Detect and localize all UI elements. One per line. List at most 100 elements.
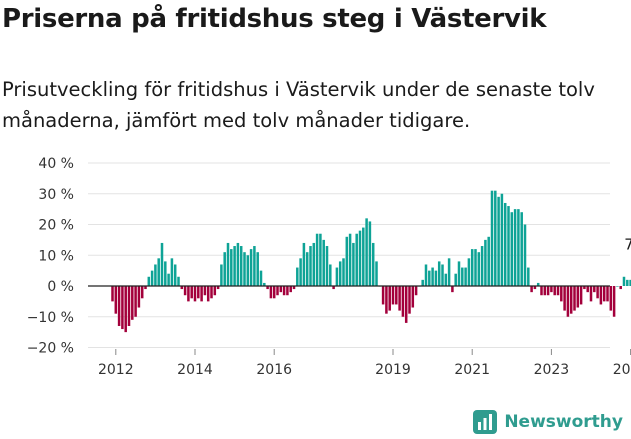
bar [256, 252, 259, 286]
bar [335, 267, 339, 286]
bar [276, 286, 279, 296]
bar [193, 286, 197, 302]
bar [150, 270, 154, 287]
bar [523, 224, 527, 286]
bar [292, 286, 296, 290]
bar [576, 286, 580, 308]
axis-layer: 40 % 30 % 20 % 10 % 0 % −10 % −20 % 2012 2014 201… [27, 156, 631, 378]
bar [616, 286, 619, 287]
brand-name: Newsworthy [504, 412, 623, 432]
bar [239, 246, 243, 286]
bar [173, 264, 177, 286]
bar [411, 286, 415, 308]
bar [348, 233, 352, 286]
bar [593, 286, 596, 293]
bar [124, 286, 127, 333]
bar [461, 267, 464, 286]
bar [586, 286, 589, 293]
bar [490, 190, 494, 286]
bar [507, 206, 510, 286]
bar [470, 249, 474, 286]
bar [467, 258, 471, 286]
bar [322, 239, 325, 287]
bar [494, 190, 497, 286]
bar [385, 286, 388, 314]
y-tick-label: −20 % [27, 341, 74, 357]
bar [111, 286, 114, 302]
bar [408, 286, 411, 314]
bar [441, 264, 444, 286]
y-tick-label: 10 % [38, 248, 74, 264]
annotation-label: 7 % [624, 235, 631, 253]
bar [302, 242, 306, 286]
bar [540, 286, 543, 296]
bar [612, 286, 616, 317]
bar [573, 286, 576, 311]
bar [206, 286, 210, 302]
bar [259, 270, 263, 287]
bar [216, 286, 220, 290]
x-tick-label: 2014 [177, 362, 213, 378]
bar [154, 264, 157, 286]
bar [527, 267, 530, 286]
bar [428, 270, 431, 287]
bar [398, 286, 401, 311]
bars-layer [111, 190, 631, 333]
bar [131, 286, 134, 320]
bar [315, 233, 319, 286]
bar [543, 286, 547, 296]
bar [401, 286, 405, 317]
chart-subtitle: Prisutveckling för fritidshus i Västervi… [2, 78, 595, 132]
bar [352, 242, 355, 286]
bar [556, 286, 560, 296]
bar [583, 286, 586, 290]
x-tick-label: 2016 [256, 362, 292, 378]
bar [480, 246, 484, 286]
bar [626, 279, 629, 286]
bar [510, 212, 514, 286]
bar [553, 286, 556, 296]
bar [536, 282, 540, 286]
bar [517, 209, 520, 287]
bar [421, 279, 424, 286]
bar [180, 286, 184, 290]
bar [147, 276, 151, 286]
bar [263, 282, 266, 286]
bar [279, 286, 283, 293]
bar [183, 286, 187, 296]
bar [381, 286, 385, 305]
x-tick-label: 2012 [98, 362, 134, 378]
bar [391, 286, 395, 305]
bar [299, 258, 302, 286]
bar [164, 261, 167, 286]
bar [345, 236, 349, 286]
bar [457, 261, 461, 286]
bar [282, 286, 286, 296]
bar [609, 286, 613, 311]
bar [167, 273, 170, 286]
bar [579, 286, 583, 305]
bar [563, 286, 566, 311]
bar [137, 286, 141, 308]
bar [338, 261, 342, 286]
bar [368, 221, 372, 286]
bar [197, 286, 200, 299]
bar [266, 286, 269, 290]
bar [520, 212, 523, 286]
bar [424, 264, 428, 286]
bar [121, 286, 124, 330]
bar [431, 267, 434, 286]
bar [451, 286, 454, 293]
bar [589, 286, 593, 302]
bar [454, 273, 457, 286]
bar [550, 286, 553, 293]
bar [414, 286, 418, 296]
bar [599, 286, 603, 305]
bar [269, 286, 273, 299]
bar [437, 261, 441, 286]
bar [249, 249, 253, 286]
y-tick-label: −10 % [27, 310, 74, 326]
bar [296, 267, 299, 286]
bar [355, 233, 358, 286]
bar [319, 233, 322, 286]
